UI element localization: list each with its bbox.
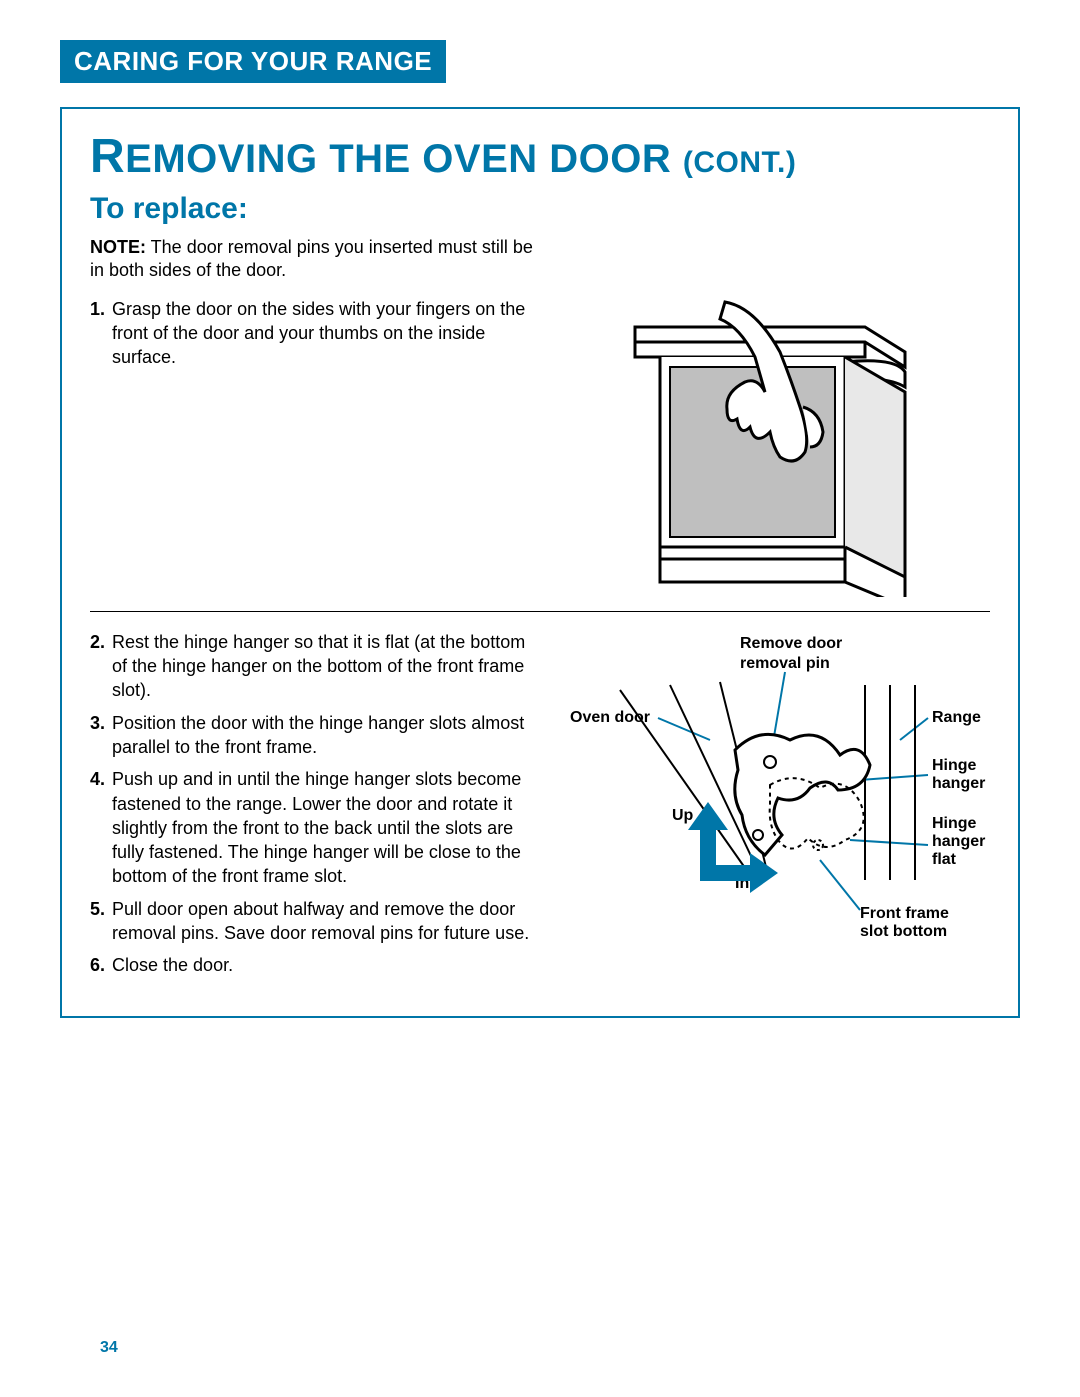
page-number: 34 [100, 1339, 118, 1357]
label-front-frame-2: slot bottom [860, 923, 947, 940]
step-number: 1. [90, 297, 105, 321]
leader-line [658, 718, 710, 740]
section-header: CARING FOR YOUR RANGE [60, 40, 446, 83]
steps-col-a: 1. Grasp the door on the sides with your… [90, 297, 530, 597]
step-text: Close the door. [112, 955, 233, 975]
step-item: 1. Grasp the door on the sides with your… [112, 297, 530, 370]
page-title: REMOVING THE OVEN DOOR (CONT.) [90, 129, 990, 184]
note-label: NOTE: [90, 237, 146, 257]
illustration-1 [560, 297, 990, 597]
hinge-diagram-icon: Remove door removal pin Oven door Range … [560, 630, 1000, 970]
step-number: 2. [90, 630, 105, 654]
step-item: 2.Rest the hinge hanger so that it is fl… [112, 630, 530, 703]
step-text: Push up and in until the hinge hanger sl… [112, 769, 521, 886]
label-range: Range [932, 709, 981, 726]
label-remove-pin: Remove door [740, 635, 842, 652]
note-body: The door removal pins you inserted must … [90, 237, 533, 280]
label-up: Up [672, 807, 694, 824]
illustration-2: Remove door removal pin Oven door Range … [560, 630, 1000, 986]
label-remove-pin-2: removal pin [740, 655, 830, 672]
steps-list-b: 2. Rest the hinge hanger so that it is fl… [90, 630, 530, 978]
lower-columns: 2. Rest the hinge hanger so that it is fl… [90, 630, 990, 986]
step-item: 3.Position the door with the hinge hange… [112, 711, 530, 760]
content-box: REMOVING THE OVEN DOOR (CONT.) To replac… [60, 107, 1020, 1018]
step-number: 6. [90, 953, 105, 977]
label-hinge-flat-2: hanger [932, 833, 985, 850]
note-text: NOTE: The door removal pins you inserted… [90, 236, 550, 283]
label-hinge-hanger: Hinge [932, 757, 977, 774]
step-item: 4.Push up and in until the hinge hanger … [112, 767, 530, 888]
leader-line [860, 775, 928, 780]
upper-columns: 1. Grasp the door on the sides with your… [90, 297, 990, 597]
step-text: Pull door open about halfway and remove … [112, 899, 529, 943]
label-oven-door: Oven door [570, 709, 650, 726]
title-first-letter: R [90, 130, 125, 183]
label-hinge-flat: Hinge [932, 815, 977, 832]
title-cont: (CONT.) [683, 146, 796, 179]
step-item: 5.Pull door open about halfway and remov… [112, 897, 530, 946]
steps-col-b: 2. Rest the hinge hanger so that it is fl… [90, 630, 530, 986]
step-text: Rest the hinge hanger so that it is flat… [112, 632, 525, 701]
label-front-frame: Front frame [860, 905, 949, 922]
label-hinge-flat-3: flat [932, 851, 957, 868]
divider [90, 611, 990, 612]
step-number: 4. [90, 767, 105, 791]
subtitle: To replace: [90, 192, 990, 226]
step-number: 5. [90, 897, 105, 921]
step-item: 6.Close the door. [112, 953, 530, 977]
leader-line [820, 860, 860, 910]
step-number: 3. [90, 711, 105, 735]
title-rest: EMOVING THE OVEN DOOR [125, 137, 683, 181]
steps-list-a: 1. Grasp the door on the sides with your… [90, 297, 530, 370]
oven-door-grasp-icon [605, 297, 945, 597]
label-hinge-hanger-2: hanger [932, 775, 985, 792]
step-text: Grasp the door on the sides with your fi… [112, 299, 525, 368]
step-text: Position the door with the hinge hanger … [112, 713, 524, 757]
